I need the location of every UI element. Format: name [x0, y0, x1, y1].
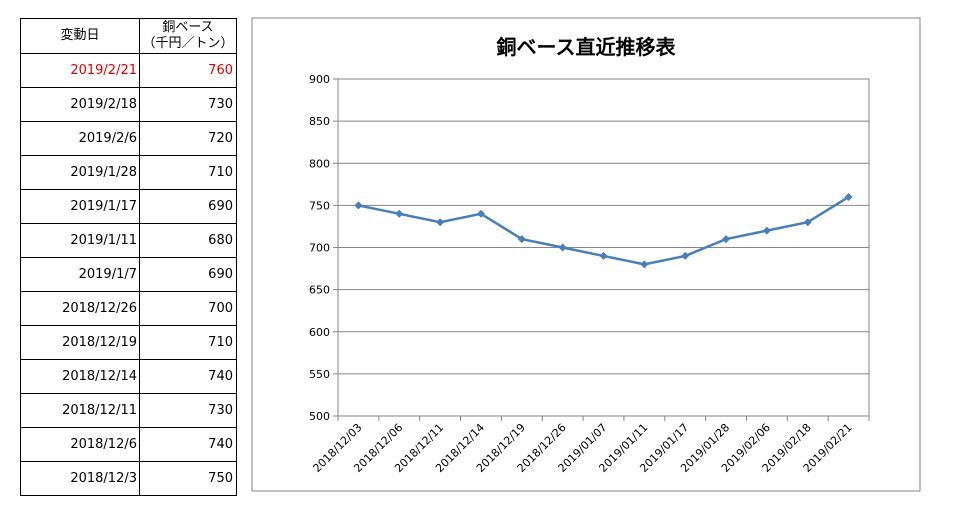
- data-point-marker: [517, 235, 526, 244]
- table-row: 2019/2/21 760: [20, 53, 237, 88]
- y-tick-label: 800: [309, 157, 330, 170]
- data-point-marker: [395, 209, 404, 218]
- series-markers: [354, 192, 853, 269]
- data-point-marker: [436, 218, 445, 227]
- header-value-line1: 銅ベース: [162, 20, 214, 35]
- row-date: 2018/12/6: [20, 427, 140, 462]
- table-row: 2019/2/6 720: [20, 121, 237, 156]
- y-tick-label: 750: [309, 199, 330, 212]
- row-value: 680: [139, 223, 237, 258]
- row-value: 690: [139, 257, 237, 292]
- table-row: 2019/1/7 690: [20, 257, 237, 292]
- y-tick-label: 850: [309, 115, 330, 128]
- data-point-marker: [558, 243, 567, 252]
- table-row: 2018/12/11 730: [20, 393, 237, 428]
- table-row: 2018/12/3 750: [20, 461, 237, 496]
- data-point-marker: [722, 235, 731, 244]
- row-date: 2019/2/6: [20, 121, 140, 156]
- row-value: 710: [139, 325, 237, 360]
- row-value: 690: [139, 189, 237, 224]
- table-row: 2019/2/18 730: [20, 87, 237, 122]
- header-date: 変動日: [20, 18, 140, 54]
- data-point-marker: [803, 218, 812, 227]
- header-value-line2: （千円／トン）: [142, 36, 234, 51]
- data-point-marker: [640, 260, 649, 269]
- table-body: 2019/2/21 760 2019/2/18 730 2019/2/6 720 2019/…: [20, 53, 237, 496]
- data-point-marker: [762, 226, 771, 235]
- y-axis: 500 550 600 650 700 750 800 850 900: [309, 73, 330, 423]
- y-tick-label: 650: [309, 284, 330, 297]
- row-value: 760: [139, 53, 237, 88]
- data-point-marker: [599, 251, 608, 260]
- row-value: 740: [139, 359, 237, 394]
- y-tick-label: 900: [309, 73, 330, 86]
- plot-area-border: [337, 78, 870, 417]
- data-point-marker: [354, 201, 363, 210]
- y-tick-label: 600: [309, 326, 330, 339]
- copper-base-table: 変動日 銅ベース （千円／トン） 2019/2/21 760 2019/2/18 73…: [20, 18, 237, 496]
- row-date: 2018/12/26: [20, 291, 140, 326]
- row-value: 750: [139, 461, 237, 496]
- header-value: 銅ベース （千円／トン）: [139, 18, 237, 54]
- table-row: 2019/1/17 690: [20, 189, 237, 224]
- row-date: 2019/2/21: [20, 53, 140, 88]
- row-date: 2018/12/19: [20, 325, 140, 360]
- data-point-marker: [844, 192, 853, 201]
- row-value: 720: [139, 121, 237, 156]
- chart-area-border: [251, 17, 921, 492]
- chart-title: 銅ベース直近推移表: [497, 35, 677, 59]
- data-point-marker: [476, 209, 485, 218]
- table-row: 2018/12/19 710: [20, 325, 237, 360]
- row-date: 2019/2/18: [20, 87, 140, 122]
- data-point-marker: [681, 251, 690, 260]
- row-date: 2018/12/3: [20, 461, 140, 496]
- y-tick-label: 700: [309, 242, 330, 255]
- table-header-row: 変動日 銅ベース （千円／トン）: [20, 18, 237, 54]
- row-value: 710: [139, 155, 237, 190]
- y-tick-label: 500: [309, 410, 330, 423]
- row-date: 2019/1/17: [20, 189, 140, 224]
- y-tick-label: 550: [309, 368, 330, 381]
